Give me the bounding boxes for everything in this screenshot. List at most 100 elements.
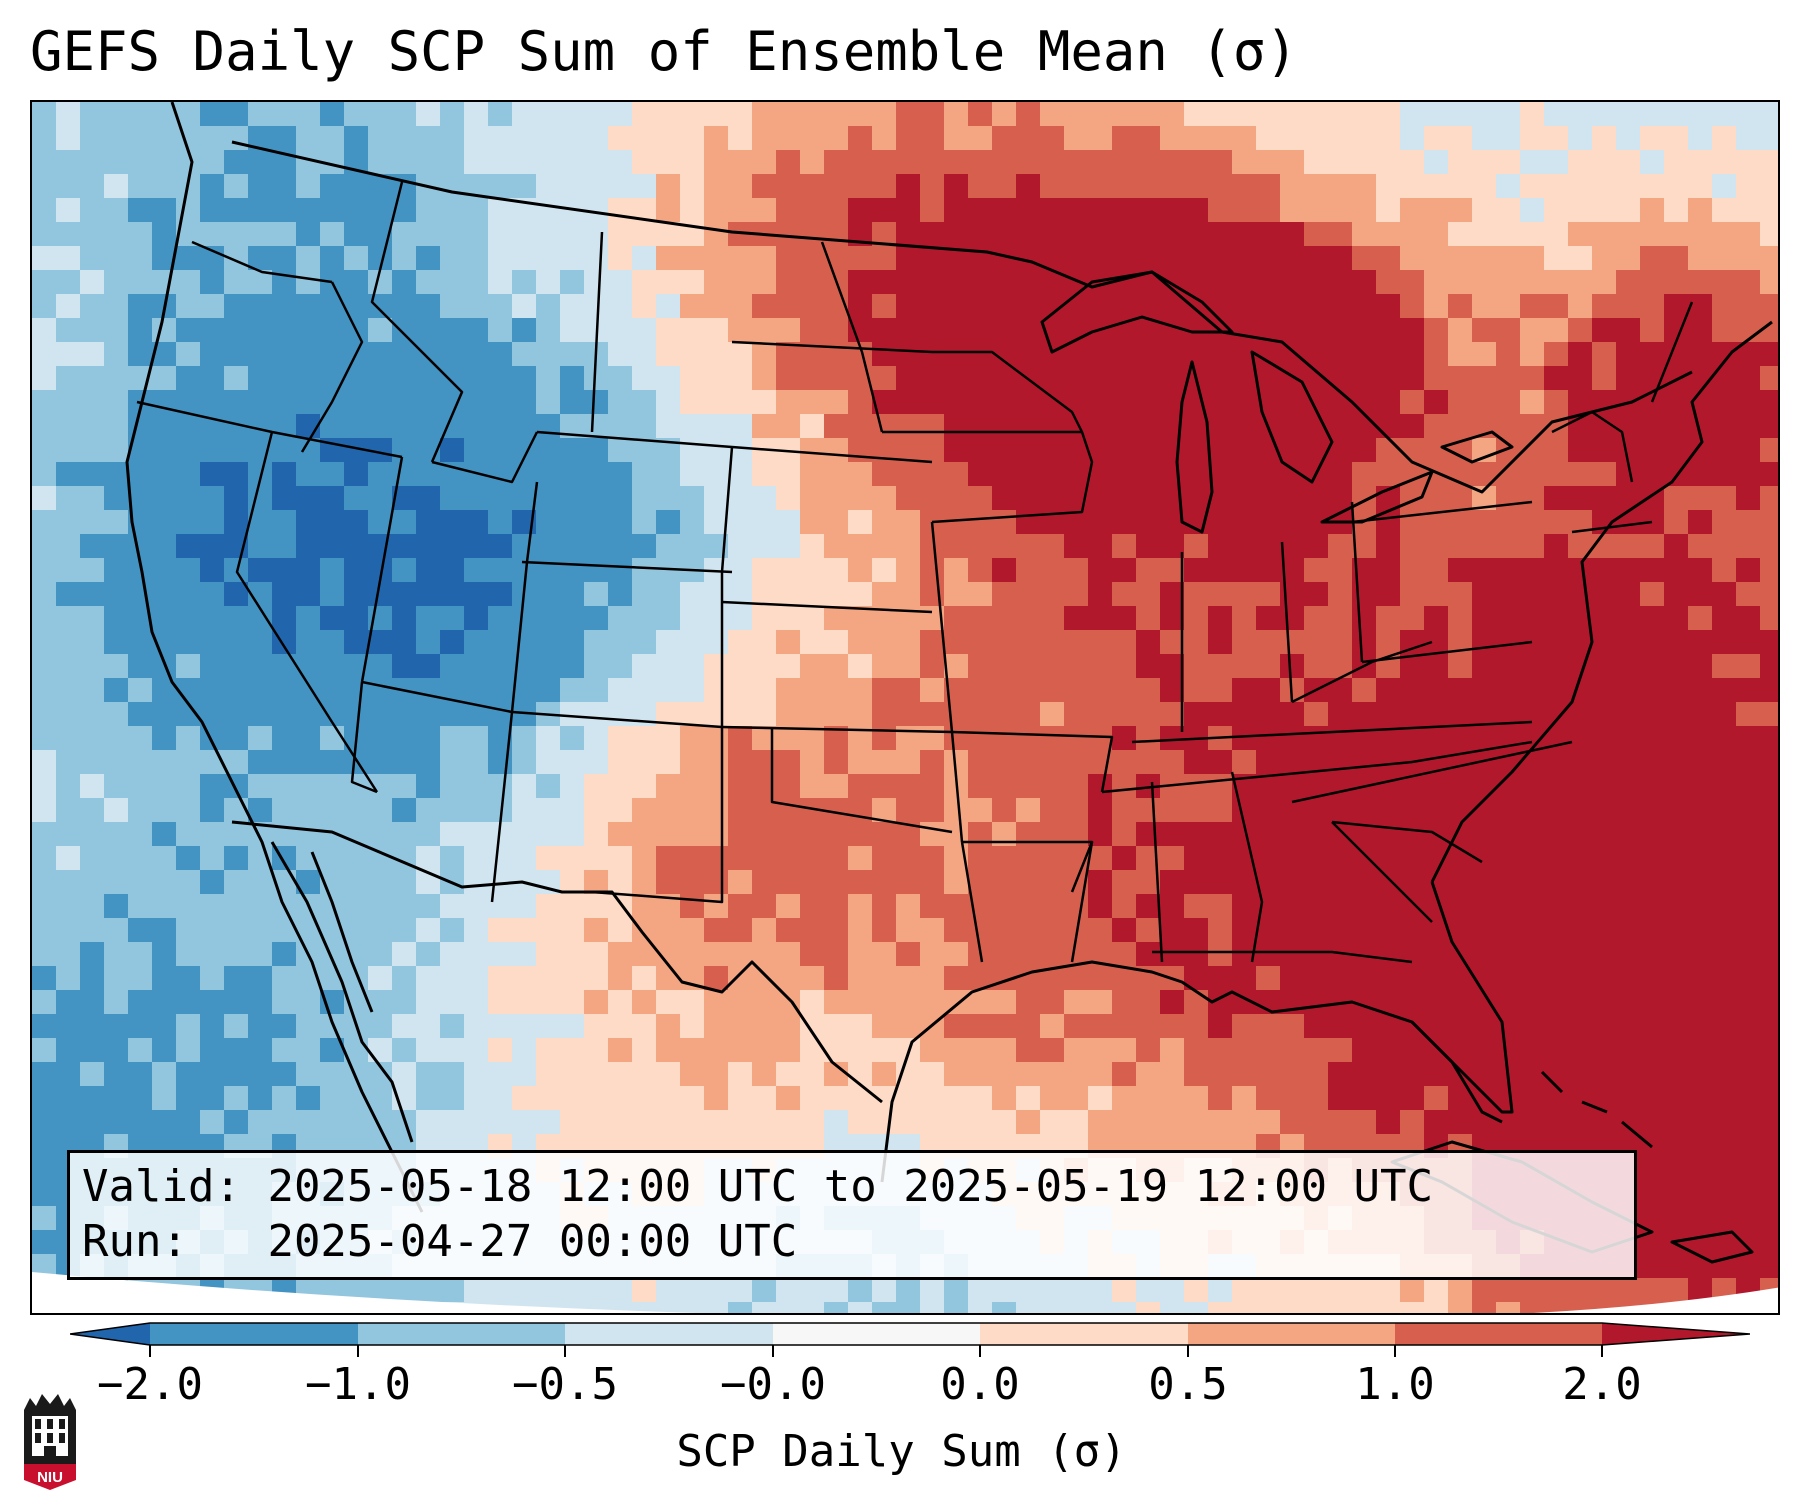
scp-cell: [1376, 462, 1400, 486]
scp-cell: [464, 654, 488, 678]
scp-cell: [824, 150, 848, 174]
scp-cell: [104, 942, 128, 966]
scp-cell: [1712, 750, 1736, 774]
scp-cell: [1424, 582, 1448, 606]
scp-cell: [1520, 1086, 1544, 1110]
scp-cell: [944, 438, 968, 462]
scp-cell: [344, 798, 368, 822]
scp-cell: [200, 606, 224, 630]
scp-cell: [200, 750, 224, 774]
scp-cell: [1208, 678, 1232, 702]
scp-cell: [1136, 558, 1160, 582]
scp-cell: [776, 174, 800, 198]
scp-cell: [704, 270, 728, 294]
scp-cell: [1496, 534, 1520, 558]
scp-cell: [1304, 846, 1328, 870]
scp-cell: [800, 990, 824, 1014]
scp-cell: [1472, 702, 1496, 726]
scp-cell: [1184, 582, 1208, 606]
scp-cell: [344, 1062, 368, 1086]
scp-cell: [200, 726, 224, 750]
scp-cell: [1760, 150, 1778, 174]
scp-cell: [176, 582, 200, 606]
scp-cell: [320, 774, 344, 798]
scp-cell: [992, 870, 1016, 894]
scp-cell: [1328, 534, 1352, 558]
scp-cell: [1592, 1278, 1616, 1302]
scp-cell: [1328, 582, 1352, 606]
scp-cell: [1352, 126, 1376, 150]
scp-cell: [1184, 558, 1208, 582]
scp-cell: [440, 198, 464, 222]
scp-cell: [1688, 1182, 1712, 1206]
scp-cell: [104, 750, 128, 774]
scp-cell: [224, 726, 248, 750]
scp-cell: [1760, 582, 1778, 606]
scp-cell: [1232, 702, 1256, 726]
scp-cell: [1256, 942, 1280, 966]
scp-cell: [992, 102, 1016, 126]
scp-cell: [1640, 822, 1664, 846]
scp-cell: [1568, 438, 1592, 462]
scp-cell: [176, 654, 200, 678]
scp-cell: [1496, 894, 1520, 918]
scp-cell: [1592, 654, 1616, 678]
scp-cell: [896, 558, 920, 582]
scp-cell: [152, 414, 176, 438]
scp-cell: [1712, 822, 1736, 846]
scp-cell: [896, 174, 920, 198]
scp-cell: [440, 1014, 464, 1038]
scp-cell: [1016, 318, 1040, 342]
scp-cell: [1616, 294, 1640, 318]
scp-cell: [1688, 1158, 1712, 1182]
scp-cell: [1736, 366, 1760, 390]
scp-cell: [824, 774, 848, 798]
scp-cell: [776, 558, 800, 582]
scp-cell: [1352, 462, 1376, 486]
scp-cell: [1496, 342, 1520, 366]
scp-cell: [824, 582, 848, 606]
scp-cell: [1664, 1254, 1688, 1278]
scp-cell: [296, 1014, 320, 1038]
scp-cell: [896, 630, 920, 654]
scp-cell: [536, 342, 560, 366]
scp-cell: [728, 942, 752, 966]
scp-cell: [80, 558, 104, 582]
scp-cell: [776, 774, 800, 798]
scp-cell: [920, 270, 944, 294]
colorbar-extend-min: [70, 1323, 150, 1345]
scp-cell: [920, 726, 944, 750]
scp-cell: [1232, 558, 1256, 582]
scp-cell: [392, 1278, 416, 1302]
scp-cell: [248, 702, 272, 726]
scp-cell: [392, 918, 416, 942]
colorbar-segment: [358, 1323, 565, 1345]
scp-cell: [896, 294, 920, 318]
scp-cell: [128, 630, 152, 654]
scp-cell: [1448, 990, 1472, 1014]
scp-cell: [872, 534, 896, 558]
scp-cell: [176, 1110, 200, 1134]
scp-cell: [1688, 798, 1712, 822]
scp-cell: [1688, 606, 1712, 630]
scp-cell: [1448, 870, 1472, 894]
scp-cell: [1304, 918, 1328, 942]
scp-cell: [248, 966, 272, 990]
scp-cell: [392, 990, 416, 1014]
scp-cell: [1256, 294, 1280, 318]
scp-cell: [680, 1038, 704, 1062]
scp-cell: [1496, 1086, 1520, 1110]
scp-cell: [32, 1086, 56, 1110]
scp-cell: [1760, 1038, 1778, 1062]
scp-cell: [1640, 990, 1664, 1014]
scp-cell: [1760, 486, 1778, 510]
scp-cell: [752, 1038, 776, 1062]
scp-cell: [1016, 558, 1040, 582]
scp-cell: [896, 534, 920, 558]
scp-cell: [944, 486, 968, 510]
scp-cell: [248, 342, 272, 366]
scp-cell: [1088, 534, 1112, 558]
scp-cell: [248, 1086, 272, 1110]
scp-cell: [56, 510, 80, 534]
scp-cell: [584, 1014, 608, 1038]
